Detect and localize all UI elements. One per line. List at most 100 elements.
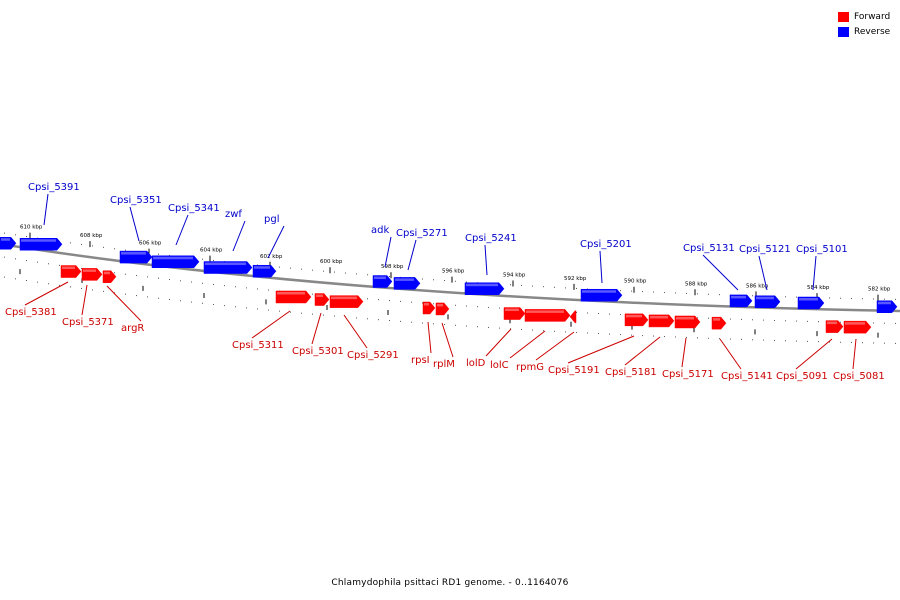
guide-dot (477, 326, 478, 328)
guide-dot (301, 312, 302, 314)
guide-dot (686, 336, 687, 338)
guide-dot (873, 322, 874, 324)
gene-label-leader (758, 255, 768, 291)
guide-dot (785, 320, 786, 322)
guide-dot (367, 298, 368, 300)
gene-label-forward: Cpsi_5371 (62, 317, 114, 328)
guide-dot (125, 273, 126, 275)
gene-label-reverse: Cpsi_5201 (580, 239, 632, 250)
scale-tick-label: 582 kbp (868, 287, 891, 293)
guide-dot (796, 320, 797, 322)
guide-dot (884, 342, 885, 344)
guide-dot (180, 300, 181, 302)
guide-dot (389, 320, 390, 322)
guide-dot (576, 331, 577, 333)
gene-reverse (119, 250, 153, 264)
gene-highlight (104, 271, 110, 275)
gene-reverse (19, 238, 63, 251)
guide-dot (521, 328, 522, 330)
gene-highlight (374, 276, 386, 280)
guide-dot (70, 286, 71, 288)
guide-dot (213, 303, 214, 305)
guide-dot (422, 322, 423, 324)
gene-highlight (437, 303, 443, 307)
guide-dot (752, 339, 753, 341)
gene-label-forward: Cpsi_5301 (292, 346, 344, 357)
guide-dot (807, 320, 808, 322)
guide-dot (895, 322, 896, 324)
guide-dot (521, 284, 522, 286)
guide-dot (290, 311, 291, 313)
guide-dot (884, 322, 885, 324)
gene-highlight (713, 318, 720, 321)
guide-dot (246, 307, 247, 309)
guide-dot (4, 232, 5, 234)
gene-reverse (372, 275, 393, 288)
gene-highlight (845, 322, 865, 325)
guide-dot (763, 339, 764, 341)
guide-dot (246, 287, 247, 289)
guide-dot (631, 290, 632, 292)
guide-dot (851, 341, 852, 343)
guide-dot (81, 243, 82, 245)
guide-dot (224, 305, 225, 307)
gene-label-reverse: Cpsi_5131 (683, 243, 735, 254)
gene-reverse (464, 282, 505, 295)
guide-dot (642, 291, 643, 293)
scale-tick-label: 596 kbp (442, 269, 465, 275)
gene-label-leader (719, 338, 742, 370)
gene-highlight (121, 252, 146, 255)
gene-highlight (331, 296, 357, 300)
guide-dot (411, 301, 412, 303)
guide-dot (59, 264, 60, 266)
guide-dot (719, 338, 720, 340)
scale-tick-label: 604 kbp (200, 248, 223, 254)
gene-reverse (754, 295, 781, 309)
gene-label-leader (251, 310, 291, 339)
gene-highlight (424, 302, 429, 306)
guide-dot (895, 298, 896, 300)
gene-highlight (582, 290, 616, 293)
guide-dot (532, 285, 533, 287)
gene-label-leader (343, 314, 368, 349)
guide-dot (81, 287, 82, 289)
guide-dot (268, 289, 269, 291)
guide-dot (565, 331, 566, 333)
guide-dot (4, 276, 5, 278)
guide-dot (829, 341, 830, 343)
guide-dot (851, 297, 852, 299)
guide-dot (103, 246, 104, 248)
gene-highlight (254, 266, 270, 269)
guide-dot (411, 321, 412, 323)
guide-dot (730, 318, 731, 320)
guide-dot (345, 272, 346, 274)
gene-highlight (21, 239, 56, 242)
scale-tick-label: 602 kbp (260, 254, 283, 260)
gene-label-forward: Cpsi_5181 (605, 367, 657, 378)
guide-dot (202, 282, 203, 284)
guide-dot (774, 339, 775, 341)
guide-dot (422, 278, 423, 280)
guide-dot (774, 319, 775, 321)
gene-label-forward: Cpsi_5081 (833, 371, 885, 382)
gene-forward (503, 307, 526, 320)
gene-reverse-partial (0, 237, 17, 250)
guide-dot (510, 284, 511, 286)
gene-label-leader (232, 220, 246, 252)
guide-dot (697, 293, 698, 295)
guide-dot (48, 263, 49, 265)
guide-dot (620, 290, 621, 292)
guide-dot (356, 317, 357, 319)
guide-dot (609, 313, 610, 315)
gene-label-forward: Cpsi_5141 (721, 371, 773, 382)
guide-dot (37, 281, 38, 283)
guide-dot (444, 280, 445, 282)
guide-dot (730, 338, 731, 340)
gene-label-leader (812, 255, 817, 291)
scale-tick-label: 598 kbp (381, 264, 404, 270)
guide-dot (70, 242, 71, 244)
guide-dot (169, 299, 170, 301)
guide-dot (444, 324, 445, 326)
reverse-swatch (838, 26, 849, 37)
guide-dot (642, 335, 643, 337)
